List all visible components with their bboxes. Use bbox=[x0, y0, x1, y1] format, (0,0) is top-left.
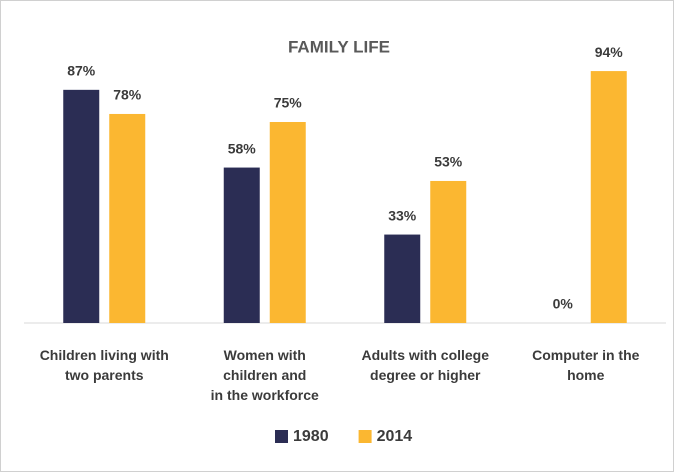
legend-label: 1980 bbox=[293, 428, 329, 445]
x-tick-label-line: degree or higher bbox=[370, 367, 481, 383]
x-tick-label-line: Women with bbox=[224, 347, 306, 363]
bar bbox=[223, 167, 260, 323]
legend-swatch bbox=[358, 430, 372, 443]
legend-swatch bbox=[275, 430, 288, 443]
data-label: 87% bbox=[67, 63, 96, 79]
x-tick-label-line: in the workforce bbox=[211, 387, 319, 403]
x-tick-label: Women with children and in the workforce bbox=[211, 347, 319, 403]
chart-title: FAMILY LIFE bbox=[288, 37, 390, 56]
x-tick-label-line: children and bbox=[223, 367, 306, 383]
x-tick-label: Children living with two parents bbox=[40, 347, 169, 383]
x-tick-label-line: home bbox=[567, 367, 605, 383]
x-tick-label: Adults with college degree or higher bbox=[361, 347, 489, 383]
bar bbox=[63, 89, 100, 323]
bar bbox=[430, 180, 467, 323]
x-tick-label-line: two parents bbox=[65, 367, 144, 383]
data-label: 53% bbox=[434, 154, 463, 170]
data-label: 0% bbox=[553, 296, 574, 312]
data-label: 33% bbox=[388, 207, 417, 223]
bar bbox=[384, 234, 421, 323]
data-label: 78% bbox=[113, 87, 142, 103]
x-tick-label-line: Children living with bbox=[40, 347, 169, 363]
data-label: 94% bbox=[595, 44, 624, 60]
data-label: 75% bbox=[274, 95, 303, 111]
x-tick-label-line: Adults with college bbox=[361, 347, 489, 363]
bar bbox=[590, 71, 627, 323]
legend-label: 2014 bbox=[377, 428, 413, 445]
bar bbox=[109, 113, 146, 324]
x-tick-label-line: Computer in the bbox=[532, 347, 640, 363]
data-label: 58% bbox=[228, 140, 257, 156]
x-tick-label: Computer in the home bbox=[532, 347, 640, 383]
bar bbox=[269, 122, 306, 323]
